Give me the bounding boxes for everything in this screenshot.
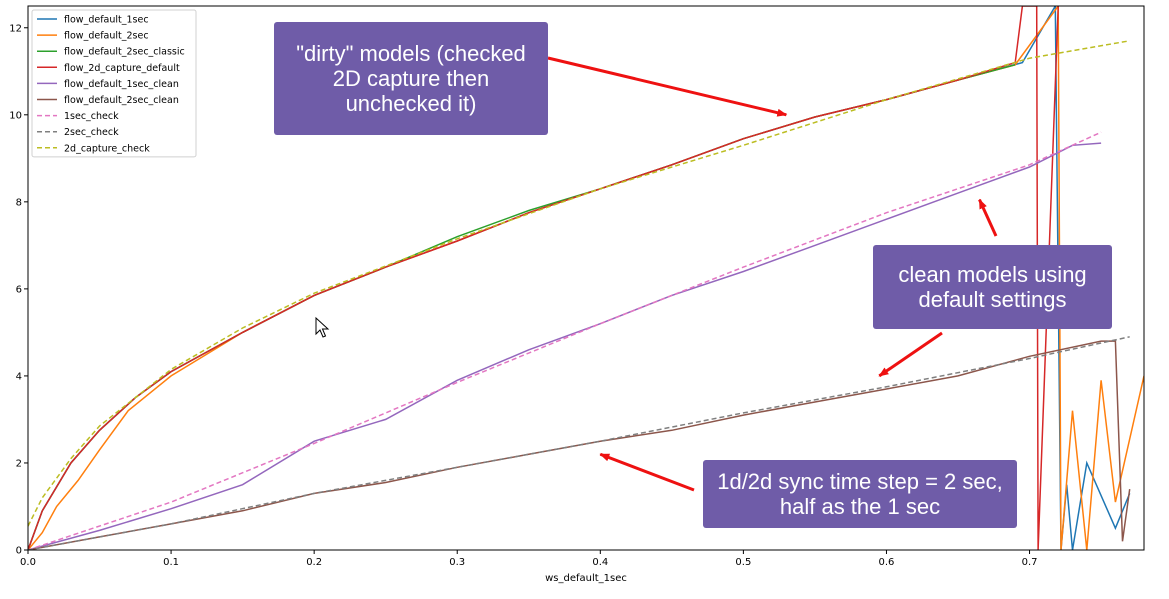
y-tick-label: 8 (16, 197, 22, 208)
series-line-2d_capture_check (28, 40, 1130, 527)
legend-entry: 2d_capture_check (64, 143, 150, 154)
legend-entry: flow_default_2sec_classic (64, 47, 185, 58)
legend-entry: 2sec_check (64, 127, 119, 138)
legend-entry: flow_default_2sec_clean (64, 95, 179, 106)
x-tick-label: 0.1 (163, 557, 179, 568)
y-tick-label: 12 (9, 23, 22, 34)
x-tick-label: 0.7 (1022, 557, 1038, 568)
mouse-cursor-icon (315, 316, 330, 338)
y-tick-label: 2 (16, 458, 22, 469)
series-line-2sec_check (28, 336, 1130, 550)
legend-entry: flow_default_2sec (64, 31, 149, 42)
callout-dirty-models-text: "dirty" models (checked 2D capture then … (296, 41, 526, 116)
callout-clean-models-text: clean models using default settings (898, 262, 1087, 312)
annotation-arrow (978, 198, 998, 237)
y-tick-label: 0 (16, 546, 22, 557)
series-line-1sec_check (28, 131, 1102, 550)
annotation-arrow (878, 331, 943, 378)
y-tick-label: 4 (16, 371, 22, 382)
legend-entry: flow_default_1sec (64, 15, 149, 26)
legend-entry: 1sec_check (64, 111, 119, 122)
y-tick-label: 6 (16, 284, 22, 295)
series-line-flow_default_1sec_clean (28, 142, 1102, 550)
plot-frame (27, 5, 1145, 551)
callout-sync-time-step-text: 1d/2d sync time step = 2 sec, half as th… (717, 469, 1003, 519)
legend: flow_default_1sec flow_default_2sec flow_d… (31, 9, 197, 158)
legend-entry: flow_default_1sec_clean (64, 79, 179, 90)
x-tick-label: 0.0 (20, 557, 36, 568)
x-tick-label: 0.5 (735, 557, 751, 568)
callout-sync-time-step: 1d/2d sync time step = 2 sec, half as th… (703, 460, 1017, 528)
x-axis-label: ws_default_1sec (545, 573, 627, 584)
x-tick-label: 0.6 (879, 557, 895, 568)
series-line-flow_default_2sec_clean (28, 340, 1131, 550)
annotation-arrow (547, 56, 788, 117)
y-tick-label: 10 (9, 110, 22, 121)
x-tick-label: 0.4 (592, 557, 608, 568)
x-tick-label: 0.2 (306, 557, 322, 568)
x-tick-label: 0.3 (449, 557, 465, 568)
callout-clean-models: clean models using default settings (873, 245, 1112, 329)
legend-entry: flow_2d_capture_default (64, 63, 180, 74)
callout-dirty-models: "dirty" models (checked 2D capture then … (274, 22, 548, 135)
annotation-arrow (599, 452, 695, 492)
legend-box (31, 9, 197, 158)
